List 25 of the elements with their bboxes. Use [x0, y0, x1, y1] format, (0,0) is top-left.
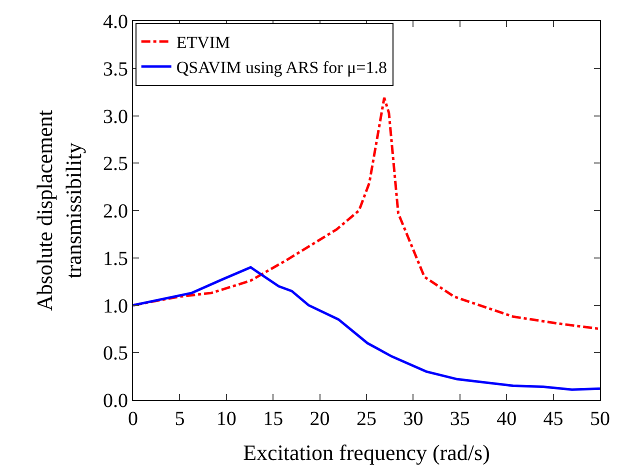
x-tick-label: 10 [216, 408, 236, 430]
y-tick-label: 0.0 [103, 390, 128, 412]
x-tick-label: 50 [590, 408, 610, 430]
x-tick-label: 15 [263, 408, 284, 430]
x-tick-label: 40 [496, 408, 517, 430]
x-tick-label: 30 [403, 408, 424, 430]
y-tick-label: 2.5 [103, 153, 128, 176]
x-tick-label: 45 [543, 408, 564, 430]
x-tick-label: 0 [128, 408, 138, 430]
x-tick-label: 35 [450, 408, 470, 430]
y-tick-label: 4.0 [103, 11, 128, 33]
y-tick-label: 1.5 [103, 248, 128, 270]
y-tick-label: 2.0 [103, 200, 128, 222]
y-tick-label: 3.5 [103, 58, 128, 80]
x-tick-label: 20 [310, 408, 330, 430]
y-tick-label: 0.5 [103, 342, 128, 365]
legend-label: ETVIM [176, 33, 230, 52]
y-tick-label: 1.0 [103, 295, 128, 318]
x-tick-label: 5 [174, 408, 185, 430]
line-series [133, 266, 600, 391]
x-axis-title: Excitation frequency (rad/s) [243, 440, 490, 465]
y-tick-label: 3.0 [103, 106, 128, 128]
legend-label: QSAVIM using ARS for μ=1.8 [176, 58, 387, 78]
x-tick-label: 25 [356, 408, 376, 430]
y-axis-title: Absolute displacement transmissibility [32, 110, 86, 312]
